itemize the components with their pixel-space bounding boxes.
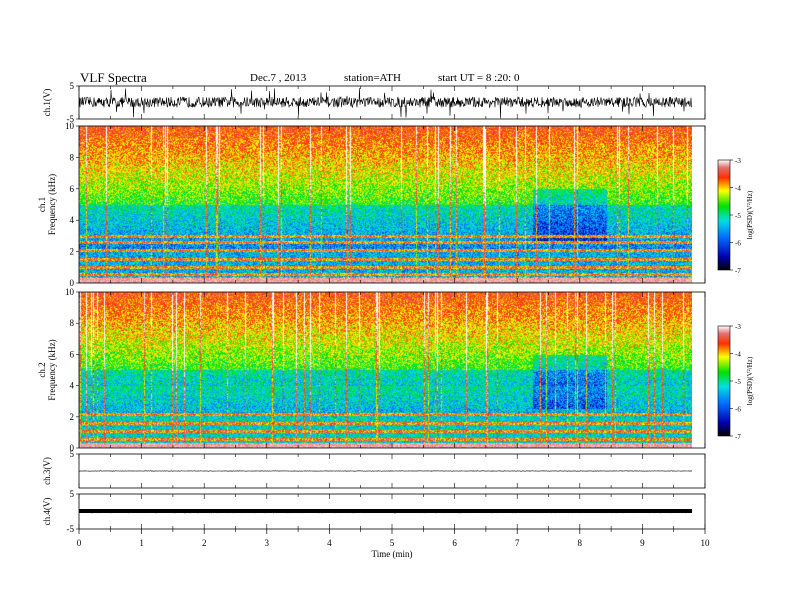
y-axis-label: Frequency (kHz) — [47, 174, 57, 235]
date-label: Dec.7 , 2013 — [250, 72, 307, 84]
start-ut-label: start UT = 8 :20: 0 — [438, 72, 520, 84]
y-tick-label: 5 — [70, 449, 75, 459]
x-tick-label: 9 — [640, 538, 645, 548]
y-axis-label: ch.4(V) — [42, 498, 52, 526]
ch1-spectrogram-image — [79, 126, 692, 283]
x-tick-label: 5 — [390, 538, 395, 548]
ch4-waveform-band — [79, 509, 692, 513]
y-axis-label: ch.2 — [37, 362, 47, 377]
x-tick-label: 4 — [327, 538, 332, 548]
colorbar-tick-label: -5 — [735, 212, 741, 220]
x-tick-label: 6 — [452, 538, 457, 548]
y-tick-label: 6 — [70, 349, 75, 359]
colorbar-tick-label: -7 — [735, 267, 741, 275]
x-tick-label: 1 — [139, 538, 144, 548]
y-tick-label: 8 — [70, 318, 75, 328]
y-tick-label: 10 — [65, 287, 75, 297]
x-tick-label: 8 — [578, 538, 583, 548]
colorbar-tick-label: -6 — [735, 406, 741, 414]
ch2-spectrogram-image — [79, 292, 692, 448]
ch3-waveform-line — [78, 470, 693, 472]
colorbar-label: log(PSD)(V²/Hz) — [746, 190, 754, 239]
figure-title: VLF Spectra — [80, 70, 147, 85]
colorbar-tick-label: -4 — [735, 351, 741, 359]
y-tick-label: 5 — [70, 489, 75, 499]
y-tick-label: 0 — [70, 278, 75, 288]
colorbar-tick-label: -3 — [735, 157, 741, 165]
y-axis-label: ch.1(V) — [42, 89, 52, 117]
colorbar-tick-label: -4 — [735, 185, 741, 193]
x-tick-label: 10 — [701, 538, 711, 548]
colorbar-label: log(PSD)(V²/Hz) — [746, 356, 754, 405]
y-tick-label: 2 — [70, 247, 75, 257]
y-tick-label: 10 — [65, 121, 75, 131]
x-tick-label: 0 — [77, 538, 82, 548]
y-tick-label: 6 — [70, 184, 75, 194]
colorbar-tick-label: -3 — [735, 323, 741, 331]
y-tick-label: -5 — [67, 524, 75, 534]
y-axis-label: Frequency (kHz) — [47, 339, 57, 400]
y-axis-label: ch.1 — [37, 197, 47, 212]
y-axis-label: ch.3(V) — [42, 457, 52, 485]
station-label: station=ATH — [344, 72, 401, 84]
y-tick-label: 4 — [70, 381, 75, 391]
ch1-waveform-line — [78, 88, 693, 119]
y-tick-label: 8 — [70, 152, 75, 162]
colorbar-tick-label: -6 — [735, 240, 741, 248]
x-tick-label: 3 — [265, 538, 270, 548]
y-tick-label: 5 — [70, 81, 75, 91]
y-tick-label: 4 — [70, 215, 75, 225]
y-tick-label: -5 — [67, 114, 75, 124]
colorbar-tick-label: -7 — [735, 433, 741, 441]
colorbar-2 — [717, 325, 731, 437]
colorbar-tick-label: -5 — [735, 378, 741, 386]
x-axis-label: Time (min) — [372, 549, 413, 559]
colorbar-1 — [717, 159, 731, 271]
x-tick-label: 7 — [515, 538, 520, 548]
x-tick-label: 2 — [202, 538, 207, 548]
y-tick-label: 2 — [70, 412, 75, 422]
y-tick-label: 0 — [70, 443, 75, 453]
